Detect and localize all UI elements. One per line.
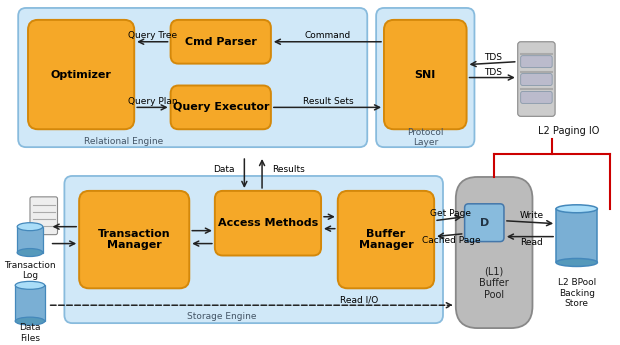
Text: Query Plan: Query Plan bbox=[128, 97, 178, 106]
FancyBboxPatch shape bbox=[28, 20, 134, 129]
Ellipse shape bbox=[556, 205, 598, 213]
FancyBboxPatch shape bbox=[215, 191, 321, 256]
Text: (L1)
Buffer
Pool: (L1) Buffer Pool bbox=[479, 267, 509, 300]
Text: Access Methods: Access Methods bbox=[218, 218, 318, 228]
Text: Buffer
Manager: Buffer Manager bbox=[358, 229, 414, 250]
Text: SNI: SNI bbox=[415, 70, 436, 80]
FancyBboxPatch shape bbox=[518, 42, 555, 116]
Text: Write: Write bbox=[520, 211, 544, 220]
Text: Query Executor: Query Executor bbox=[172, 102, 269, 112]
Text: L2 Paging IO: L2 Paging IO bbox=[538, 126, 600, 136]
Ellipse shape bbox=[16, 282, 45, 289]
Text: Protocol
Layer: Protocol Layer bbox=[407, 128, 443, 147]
FancyBboxPatch shape bbox=[456, 177, 533, 328]
Ellipse shape bbox=[17, 223, 43, 231]
FancyBboxPatch shape bbox=[170, 86, 271, 129]
FancyBboxPatch shape bbox=[521, 73, 552, 86]
Text: Transaction
Manager: Transaction Manager bbox=[98, 229, 170, 250]
Text: Data
Files: Data Files bbox=[19, 323, 41, 343]
FancyBboxPatch shape bbox=[521, 56, 552, 68]
Ellipse shape bbox=[556, 258, 598, 266]
FancyBboxPatch shape bbox=[170, 20, 271, 63]
FancyBboxPatch shape bbox=[376, 8, 474, 147]
Ellipse shape bbox=[17, 248, 43, 256]
FancyBboxPatch shape bbox=[64, 176, 443, 323]
Text: Read: Read bbox=[520, 238, 543, 247]
FancyBboxPatch shape bbox=[384, 20, 467, 129]
Text: Data: Data bbox=[213, 165, 234, 174]
Text: TDS: TDS bbox=[484, 68, 502, 77]
FancyBboxPatch shape bbox=[464, 204, 504, 241]
FancyBboxPatch shape bbox=[30, 197, 58, 235]
Text: Cached Page: Cached Page bbox=[422, 236, 480, 245]
Text: Command: Command bbox=[305, 31, 351, 40]
FancyBboxPatch shape bbox=[521, 91, 552, 104]
Text: D: D bbox=[480, 218, 489, 228]
Text: Read I/O: Read I/O bbox=[340, 296, 379, 305]
Bar bbox=[16, 285, 45, 321]
Bar bbox=[17, 227, 43, 253]
Ellipse shape bbox=[16, 317, 45, 325]
Text: TDS: TDS bbox=[484, 53, 502, 62]
Text: Transaction
Log: Transaction Log bbox=[4, 261, 56, 280]
Text: Get Page: Get Page bbox=[430, 209, 471, 218]
Text: Results: Results bbox=[272, 165, 304, 174]
FancyBboxPatch shape bbox=[18, 8, 367, 147]
Text: Optimizer: Optimizer bbox=[51, 70, 112, 80]
Bar bbox=[556, 209, 598, 263]
Text: Result Sets: Result Sets bbox=[303, 97, 353, 106]
Text: L2 BPool
Backing
Store: L2 BPool Backing Store bbox=[557, 278, 596, 308]
Text: Cmd Parser: Cmd Parser bbox=[185, 37, 257, 47]
FancyBboxPatch shape bbox=[79, 191, 189, 288]
FancyBboxPatch shape bbox=[338, 191, 434, 288]
Text: Query Tree: Query Tree bbox=[128, 31, 177, 40]
Text: Relational Engine: Relational Engine bbox=[84, 137, 163, 146]
Text: Storage Engine: Storage Engine bbox=[187, 312, 257, 321]
